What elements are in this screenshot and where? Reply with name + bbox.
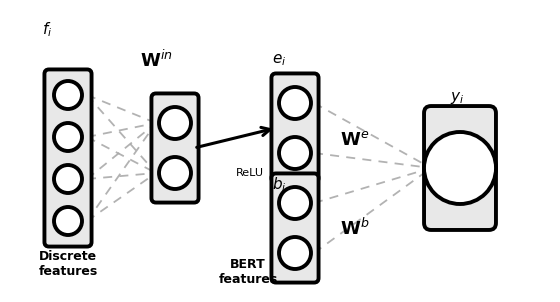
Circle shape — [54, 165, 82, 193]
Text: $b_i$: $b_i$ — [272, 175, 287, 194]
FancyBboxPatch shape — [424, 106, 496, 230]
Text: BERT
features: BERT features — [218, 258, 278, 286]
FancyBboxPatch shape — [272, 173, 319, 283]
Text: $y_i$: $y_i$ — [450, 90, 464, 106]
Text: $\mathbf{W}^{e}$: $\mathbf{W}^{e}$ — [340, 131, 369, 149]
Circle shape — [279, 87, 311, 119]
Text: Discrete
features: Discrete features — [39, 250, 97, 278]
Circle shape — [279, 137, 311, 169]
Text: $f_i$: $f_i$ — [42, 20, 52, 39]
Text: $\mathbf{W}^{b}$: $\mathbf{W}^{b}$ — [340, 217, 370, 239]
Circle shape — [54, 81, 82, 109]
Circle shape — [279, 187, 311, 219]
Circle shape — [424, 132, 496, 204]
Circle shape — [54, 123, 82, 151]
Text: ReLU: ReLU — [236, 168, 264, 178]
FancyBboxPatch shape — [44, 69, 92, 246]
Text: $\mathbf{W}^{in}$: $\mathbf{W}^{in}$ — [140, 50, 172, 71]
Text: $e_i$: $e_i$ — [272, 52, 286, 68]
FancyBboxPatch shape — [151, 93, 199, 203]
FancyBboxPatch shape — [272, 73, 319, 183]
Circle shape — [159, 107, 191, 139]
Circle shape — [159, 157, 191, 189]
Circle shape — [279, 237, 311, 269]
Circle shape — [54, 207, 82, 235]
